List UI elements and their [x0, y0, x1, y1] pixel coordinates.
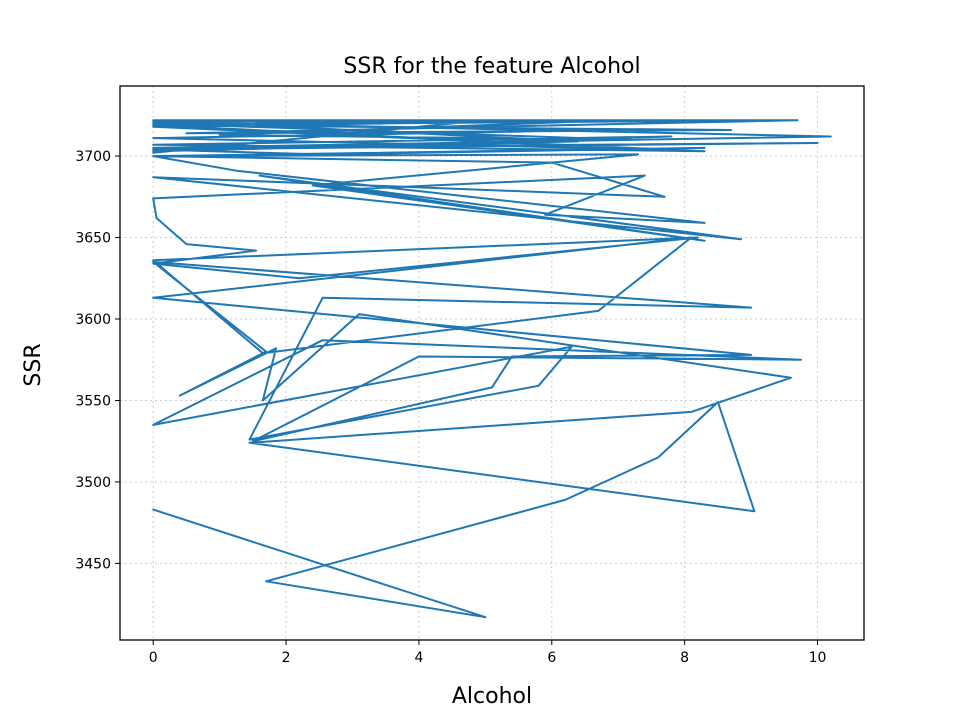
series-layer — [152, 119, 832, 619]
x-axis-label: Alcohol — [452, 684, 532, 709]
x-tick-label: 2 — [282, 650, 291, 666]
y-tick-label: 3450 — [75, 556, 111, 572]
y-tick-label: 3550 — [75, 393, 111, 409]
x-tick-label: 10 — [809, 650, 827, 666]
x-tick-label: 6 — [547, 650, 556, 666]
grid — [120, 86, 864, 640]
plot-frame — [119, 85, 865, 641]
y-tick-label: 3650 — [75, 231, 111, 247]
y-tick-label: 3700 — [75, 149, 111, 165]
x-tick-label: 0 — [149, 650, 158, 666]
ticks: 0 2 4 6 8 10 3450 3500 3550 3600 3650 3700 — [75, 149, 826, 666]
x-tick-label: 8 — [680, 650, 689, 666]
y-tick-label: 3600 — [75, 312, 111, 328]
y-tick-label: 3500 — [75, 475, 111, 491]
y-axis-label: SSR — [21, 343, 46, 386]
chart-title: SSR for the feature Alcohol — [343, 54, 640, 79]
x-tick-label: 4 — [414, 650, 423, 666]
series-line-0 — [152, 119, 832, 619]
